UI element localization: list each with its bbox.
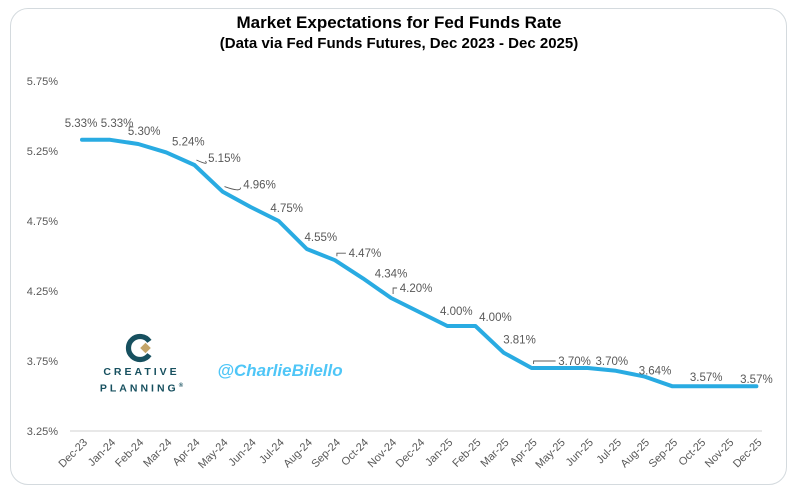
- data-label: 5.33%: [101, 118, 134, 130]
- y-axis-label: 3.75%: [27, 356, 58, 368]
- chart-title: Market Expectations for Fed Funds Rate: [236, 13, 562, 32]
- x-axis-label: Mar-25: [478, 437, 511, 470]
- data-label: 3.57%: [690, 372, 723, 384]
- data-label: 3.81%: [503, 335, 536, 347]
- x-axis-label: Dec-25: [731, 437, 765, 471]
- label-leader-line: [224, 186, 241, 191]
- x-axis-label: Nov-25: [703, 437, 737, 471]
- x-axis-label: Aug-24: [281, 437, 315, 471]
- x-axis-label: May-25: [533, 437, 567, 471]
- y-axis-label: 5.75%: [27, 76, 58, 88]
- data-label: 4.20%: [400, 283, 433, 295]
- y-axis-label: 4.25%: [27, 286, 58, 298]
- data-label: 4.47%: [349, 248, 382, 260]
- label-leader-line: [336, 252, 346, 257]
- chart-subtitle: (Data via Fed Funds Futures, Dec 2023 - …: [219, 35, 579, 52]
- x-axis-label: Dec-23: [57, 437, 91, 471]
- y-axis-label: 5.25%: [27, 146, 58, 158]
- x-axis-label: Mar-24: [141, 437, 174, 470]
- chart-card: [10, 8, 787, 485]
- x-axis-label: Jan-24: [86, 437, 118, 469]
- x-axis-label: Aug-25: [619, 437, 653, 471]
- x-axis-label: Feb-24: [113, 437, 146, 470]
- label-leader-line: [533, 360, 556, 364]
- data-label: 5.33%: [65, 118, 98, 130]
- logo-text-creative: CREATIVE: [103, 366, 180, 378]
- data-label: 4.55%: [304, 232, 337, 244]
- y-axis-label: 4.75%: [27, 216, 58, 228]
- x-axis-label: May-24: [196, 437, 230, 471]
- data-label: 3.64%: [639, 365, 672, 377]
- data-label: 4.96%: [243, 180, 276, 192]
- data-label: 3.70%: [558, 356, 591, 368]
- data-label: 3.70%: [595, 356, 628, 368]
- registered-mark: ®: [178, 383, 184, 389]
- data-label: 4.00%: [440, 306, 473, 318]
- x-axis-label: Jun-24: [226, 437, 258, 469]
- x-axis-label: Feb-25: [450, 437, 483, 470]
- data-label: 4.00%: [479, 312, 512, 324]
- creative-planning-c-icon: [125, 333, 152, 363]
- data-label: 5.30%: [128, 126, 161, 138]
- label-leader-line: [392, 287, 398, 294]
- data-label: 5.15%: [208, 153, 241, 165]
- rate-line: [80, 137, 759, 389]
- x-axis-label: Jun-25: [564, 437, 596, 469]
- x-axis-label: Sep-25: [647, 437, 681, 471]
- twitter-handle: @CharlieBilello: [217, 361, 343, 380]
- y-axis-label: 3.25%: [27, 426, 58, 438]
- x-axis-label: Dec-24: [394, 437, 428, 471]
- creative-planning-logo: CREATIVE PLANNING®: [80, 333, 200, 396]
- logo-text-planning: PLANNING®: [99, 382, 184, 395]
- data-label: 4.34%: [375, 268, 408, 280]
- label-leader-line: [196, 159, 207, 164]
- x-axis-label: Sep-24: [309, 437, 343, 471]
- data-label: 5.24%: [172, 136, 205, 148]
- data-label: 3.57%: [740, 374, 773, 386]
- x-axis-label: Jan-25: [423, 437, 455, 469]
- data-label: 4.75%: [270, 203, 303, 215]
- x-axis-label: Nov-24: [366, 437, 400, 471]
